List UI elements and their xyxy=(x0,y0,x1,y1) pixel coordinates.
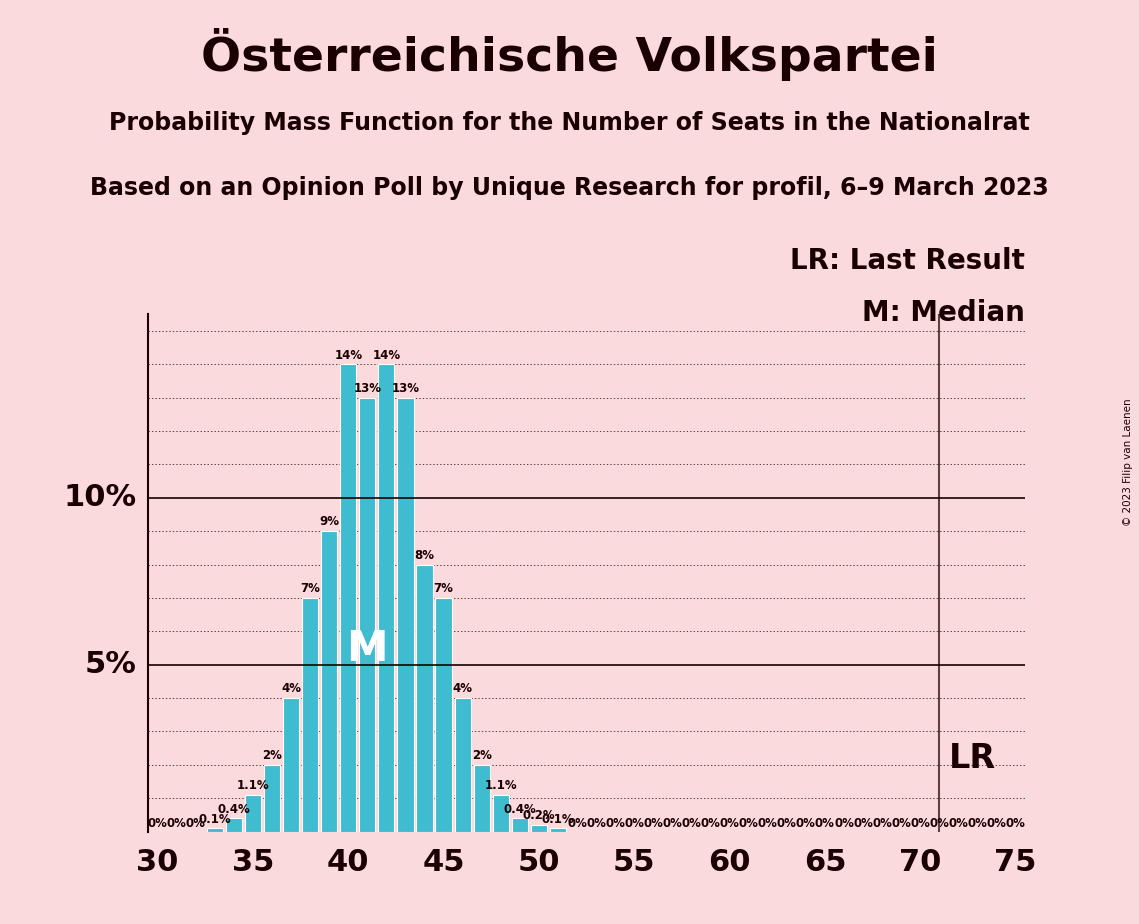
Text: 0.1%: 0.1% xyxy=(198,812,231,825)
Text: 0%: 0% xyxy=(587,817,606,830)
Text: 0%: 0% xyxy=(605,817,625,830)
Bar xyxy=(398,397,413,832)
Text: 0%: 0% xyxy=(910,817,931,830)
Text: 0%: 0% xyxy=(720,817,739,830)
Text: 0%: 0% xyxy=(567,817,587,830)
Bar xyxy=(245,795,261,832)
Text: 0%: 0% xyxy=(644,817,663,830)
Text: 13%: 13% xyxy=(392,382,419,395)
Text: 14%: 14% xyxy=(334,348,362,361)
Text: 0%: 0% xyxy=(853,817,872,830)
Bar xyxy=(341,364,357,832)
Text: 4%: 4% xyxy=(281,683,301,696)
Text: 0.4%: 0.4% xyxy=(218,803,251,816)
Text: 0.4%: 0.4% xyxy=(503,803,536,816)
Text: 7%: 7% xyxy=(434,582,453,595)
Text: 0%: 0% xyxy=(681,817,702,830)
Text: 0%: 0% xyxy=(777,817,796,830)
Text: 0%: 0% xyxy=(757,817,778,830)
Bar xyxy=(474,765,490,832)
Text: LR: LR xyxy=(949,742,995,774)
Text: 0%: 0% xyxy=(148,817,167,830)
Bar xyxy=(321,531,337,832)
Text: 2%: 2% xyxy=(262,749,282,762)
Text: 0%: 0% xyxy=(967,817,988,830)
Text: 0.1%: 0.1% xyxy=(542,812,574,825)
Text: 0%: 0% xyxy=(739,817,759,830)
Text: 1.1%: 1.1% xyxy=(484,779,517,792)
Text: 1.1%: 1.1% xyxy=(237,779,269,792)
Text: 0%: 0% xyxy=(700,817,721,830)
Text: 0.2%: 0.2% xyxy=(523,809,555,822)
Text: 0%: 0% xyxy=(166,817,187,830)
Text: 0%: 0% xyxy=(872,817,892,830)
Text: Based on an Opinion Poll by Unique Research for profil, 6–9 March 2023: Based on an Opinion Poll by Unique Resea… xyxy=(90,176,1049,200)
Text: 0%: 0% xyxy=(949,817,968,830)
Text: 7%: 7% xyxy=(301,582,320,595)
Text: Probability Mass Function for the Number of Seats in the Nationalrat: Probability Mass Function for the Number… xyxy=(109,111,1030,135)
Text: 14%: 14% xyxy=(372,348,401,361)
Text: 13%: 13% xyxy=(353,382,382,395)
Text: © 2023 Filip van Laenen: © 2023 Filip van Laenen xyxy=(1123,398,1133,526)
Text: 0%: 0% xyxy=(834,817,854,830)
Text: 10%: 10% xyxy=(64,483,137,512)
Bar xyxy=(550,828,566,832)
Text: M: Median: M: Median xyxy=(862,298,1025,327)
Bar xyxy=(302,598,318,832)
Text: 0%: 0% xyxy=(796,817,816,830)
Text: 0%: 0% xyxy=(986,817,1007,830)
Bar xyxy=(282,698,300,832)
Text: M: M xyxy=(346,628,388,670)
Bar xyxy=(359,397,376,832)
Bar xyxy=(417,565,433,832)
Text: Österreichische Volkspartei: Österreichische Volkspartei xyxy=(202,28,937,80)
Bar xyxy=(531,825,547,832)
Bar xyxy=(226,819,241,832)
Text: 8%: 8% xyxy=(415,549,434,562)
Bar xyxy=(454,698,470,832)
Text: 0%: 0% xyxy=(816,817,835,830)
Bar xyxy=(264,765,280,832)
Bar xyxy=(435,598,452,832)
Bar xyxy=(511,819,528,832)
Bar xyxy=(378,364,394,832)
Text: 0%: 0% xyxy=(891,817,911,830)
Text: 9%: 9% xyxy=(319,516,339,529)
Text: 0%: 0% xyxy=(1006,817,1025,830)
Bar xyxy=(206,828,223,832)
Text: 5%: 5% xyxy=(84,650,137,679)
Text: 4%: 4% xyxy=(452,683,473,696)
Bar xyxy=(493,795,509,832)
Text: LR: Last Result: LR: Last Result xyxy=(790,247,1025,275)
Text: 2%: 2% xyxy=(472,749,492,762)
Text: 0%: 0% xyxy=(624,817,645,830)
Text: 0%: 0% xyxy=(929,817,949,830)
Text: 0%: 0% xyxy=(663,817,682,830)
Text: 0%: 0% xyxy=(186,817,206,830)
